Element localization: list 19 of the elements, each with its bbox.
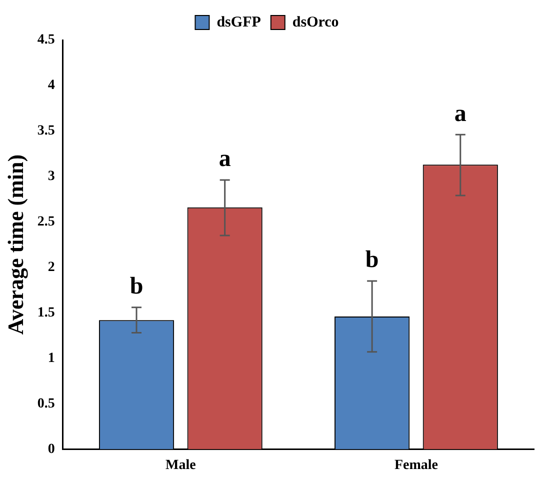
- y-tick-label: 4.5: [37, 32, 55, 48]
- data-label: a: [218, 146, 231, 172]
- y-axis-title: Average time (min): [2, 154, 28, 335]
- y-tick-label: 4: [48, 78, 55, 94]
- y-tick-label: 0: [48, 442, 55, 457]
- y-tick-label: 2.5: [37, 214, 55, 230]
- y-tick-label: 3: [48, 169, 55, 184]
- legend-label: dsOrco: [292, 14, 339, 30]
- data-label: a: [454, 100, 466, 127]
- data-label: b: [130, 274, 144, 300]
- y-tick-label: 3.5: [37, 124, 55, 139]
- y-tick-label: 2: [48, 260, 55, 275]
- y-tick-label: 1: [48, 350, 55, 366]
- legend-label: dsGFP: [216, 14, 261, 30]
- y-tick-label: 0.5: [37, 396, 55, 412]
- x-tick-label: Female: [394, 458, 438, 474]
- x-tick-label: Male: [166, 458, 196, 474]
- data-label: b: [365, 247, 379, 274]
- y-tick-label: 1.5: [37, 305, 55, 320]
